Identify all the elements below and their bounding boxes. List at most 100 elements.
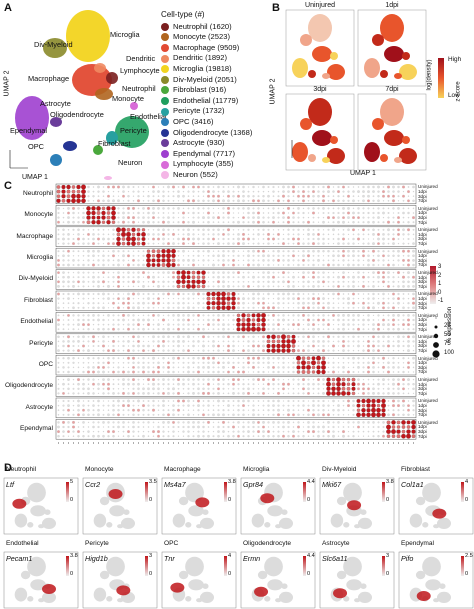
expression-dot	[242, 361, 245, 364]
pct-legend-dot	[433, 342, 439, 348]
expression-dot	[392, 199, 395, 203]
expression-dot	[312, 242, 315, 246]
expression-dot	[407, 318, 410, 322]
expression-dot	[57, 400, 60, 402]
expression-dot	[382, 271, 385, 275]
expression-dot	[187, 392, 190, 395]
expression-dot	[402, 285, 405, 288]
expression-dot	[77, 314, 80, 317]
expression-dot	[412, 335, 415, 339]
expression-dot	[202, 421, 205, 424]
expression-dot	[231, 291, 236, 297]
expression-dot	[182, 292, 185, 296]
expression-dot	[87, 421, 90, 424]
density-blob	[292, 142, 308, 162]
expression-dot	[337, 430, 340, 433]
expression-dot	[287, 216, 290, 220]
expression-dot	[232, 365, 235, 369]
expression-dot	[192, 263, 195, 267]
expression-dot	[402, 255, 405, 257]
feature-blob	[188, 505, 204, 517]
expression-dot	[162, 207, 165, 210]
expression-dot	[87, 435, 90, 438]
expression-dot	[137, 366, 140, 369]
expression-dot	[297, 392, 300, 395]
expression-dot	[277, 280, 280, 283]
expression-dot	[237, 190, 240, 193]
expression-dot	[347, 249, 350, 253]
expression-dot	[72, 216, 75, 219]
expression-dot	[172, 400, 175, 402]
expression-dot	[207, 387, 210, 390]
feature-scale-bar	[382, 556, 385, 576]
expression-dot	[392, 212, 395, 214]
expression-dot	[317, 340, 320, 343]
expression-dot	[412, 345, 415, 347]
expression-dot	[282, 254, 285, 257]
expression-dot	[92, 271, 95, 274]
expression-dot	[67, 292, 70, 296]
expression-dot	[332, 409, 335, 412]
expression-dot	[72, 306, 75, 310]
expression-dot	[157, 293, 160, 295]
expression-dot	[346, 382, 351, 386]
expression-dot	[297, 186, 300, 188]
expression-dot	[126, 236, 131, 242]
expression-dot	[277, 356, 280, 360]
expression-dot	[192, 292, 195, 296]
expression-dot	[62, 233, 65, 236]
expression-dot	[357, 435, 360, 437]
expression-dot	[287, 404, 290, 407]
expression-dot	[357, 335, 360, 338]
expression-dot	[357, 195, 360, 197]
expression-dot	[222, 335, 225, 339]
legend-item: Neutrophil (1620)	[161, 22, 252, 33]
expression-dot	[162, 323, 165, 326]
expression-dot	[132, 200, 135, 202]
expression-dot	[402, 258, 405, 262]
expression-dot	[232, 340, 235, 343]
condition-label: 7dpi	[418, 283, 427, 289]
expression-dot	[397, 349, 400, 352]
expression-dot	[82, 306, 85, 309]
expression-dot	[87, 408, 90, 412]
feature-blob	[109, 505, 125, 517]
feature-scale-max: 3.5	[149, 479, 157, 485]
expression-dot	[312, 237, 315, 241]
expression-dot	[157, 357, 160, 359]
expression-dot	[241, 322, 246, 327]
expression-dot	[142, 276, 145, 278]
expression-dot	[302, 409, 305, 412]
expression-dot	[362, 340, 365, 343]
expression-dot	[202, 319, 205, 321]
expression-dot	[57, 297, 60, 300]
expression-dot	[132, 259, 135, 262]
expression-dot	[152, 413, 155, 416]
expression-dot	[262, 435, 265, 438]
expression-dot	[382, 344, 385, 348]
expression-dot	[72, 233, 75, 236]
expression-dot	[367, 211, 370, 215]
expression-dot	[207, 285, 210, 288]
expression-dot	[137, 318, 140, 322]
expression-dot	[362, 345, 365, 347]
legend-item: Monocyte (2523)	[161, 32, 252, 43]
expression-dot	[137, 186, 140, 188]
expression-dot	[327, 301, 330, 305]
expression-dot	[202, 264, 205, 266]
expression-dot	[381, 412, 386, 418]
expression-dot	[396, 425, 401, 429]
expression-dot	[266, 339, 271, 344]
label-pericyte: Pericyte	[120, 126, 147, 135]
expression-dot	[301, 360, 306, 366]
expression-dot	[257, 195, 260, 198]
expression-dot	[252, 275, 255, 279]
expression-dot	[97, 318, 100, 322]
expression-dot	[212, 221, 215, 223]
expression-dot	[322, 207, 325, 210]
expression-dot	[312, 435, 315, 438]
expression-dot	[92, 323, 95, 326]
feature-gene: Ermn	[243, 554, 261, 563]
expression-dot	[117, 328, 120, 331]
expression-dot	[331, 382, 336, 386]
